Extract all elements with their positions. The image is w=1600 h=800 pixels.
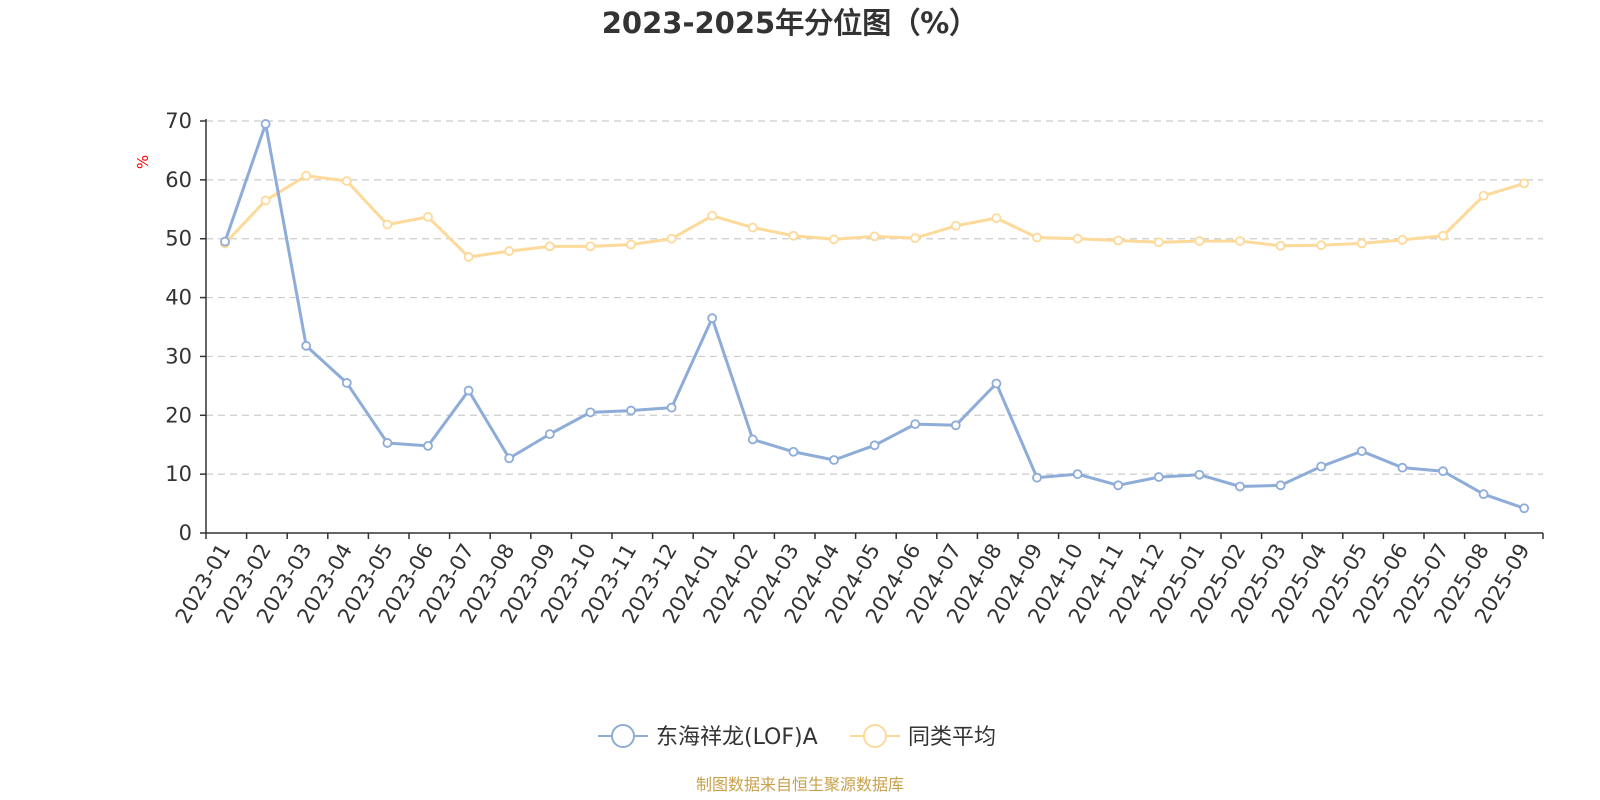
data-point-0-2024-10 xyxy=(1072,469,1083,480)
data-point-0-2023-09 xyxy=(544,429,555,440)
data-point-0-2024-08 xyxy=(991,378,1002,389)
data-point-1-2024-02 xyxy=(747,222,758,233)
data-point-1-2023-10 xyxy=(585,241,596,252)
data-point-0-2025-02 xyxy=(1235,481,1245,492)
y-tick-label-30: 30 xyxy=(165,344,192,368)
data-point-0-2024-04 xyxy=(829,455,839,465)
data-point-0-2024-09 xyxy=(1032,472,1042,483)
data-point-0-2025-07 xyxy=(1438,466,1448,477)
series-line-0 xyxy=(223,122,1525,510)
data-point-1-2023-08 xyxy=(504,246,515,256)
data-point-0-2025-08 xyxy=(1478,489,1489,500)
data-point-0-2023-07 xyxy=(463,385,474,396)
data-point-1-2023-07 xyxy=(463,252,474,262)
source-note: 制图数据来自恒生聚源数据库 xyxy=(696,775,904,794)
y-tick-label-20: 20 xyxy=(165,403,192,427)
data-point-1-2023-09 xyxy=(544,241,555,252)
data-point-0-2023-10 xyxy=(585,407,596,418)
data-point-0-2024-07 xyxy=(950,420,961,431)
data-point-0-2023-11 xyxy=(626,405,636,416)
data-point-1-2024-05 xyxy=(869,231,880,242)
y-tick-label-50: 50 xyxy=(165,227,192,251)
gridlines xyxy=(206,120,1543,475)
data-point-1-2024-11 xyxy=(1113,235,1124,246)
series-line-1 xyxy=(223,174,1525,259)
data-point-0-2024-06 xyxy=(910,419,921,430)
data-point-1-2024-03 xyxy=(788,230,799,241)
data-point-1-2023-12 xyxy=(666,233,677,244)
data-point-0-2024-11 xyxy=(1113,480,1124,491)
legend-item-1[interactable]: 同类平均 xyxy=(850,724,996,750)
series-lines xyxy=(220,119,1530,514)
data-point-0-2025-05 xyxy=(1356,446,1367,457)
data-point-0-2024-02 xyxy=(747,434,758,445)
data-point-0-2024-01 xyxy=(707,313,718,324)
data-point-1-2023-05 xyxy=(382,219,393,230)
axes xyxy=(205,119,1543,534)
y-tick-label-40: 40 xyxy=(165,286,192,310)
data-point-0-2024-12 xyxy=(1153,472,1164,482)
legend-circle-icon xyxy=(611,724,635,748)
data-point-1-2023-04 xyxy=(341,176,352,186)
y-tick-label-10: 10 xyxy=(165,462,192,486)
data-point-0-2024-03 xyxy=(788,446,799,457)
data-point-1-2024-08 xyxy=(991,213,1002,224)
y-tick-label-60: 60 xyxy=(165,168,192,192)
data-point-1-2025-05 xyxy=(1356,238,1367,249)
data-point-0-2023-01 xyxy=(220,236,230,247)
data-point-1-2024-07 xyxy=(950,220,961,231)
y-tick-label-70: 70 xyxy=(165,109,192,133)
data-point-0-2023-12 xyxy=(666,402,677,413)
data-point-1-2024-10 xyxy=(1072,233,1083,244)
legend-label-1: 同类平均 xyxy=(908,725,996,750)
y-tick-label-0: 0 xyxy=(179,521,192,545)
x-axis-ticks: 2023-012023-022023-032023-042023-052023-… xyxy=(171,533,1544,627)
data-point-0-2023-05 xyxy=(382,438,393,448)
data-point-1-2025-02 xyxy=(1235,236,1245,246)
legend-label-0: 东海祥龙(LOF)A xyxy=(656,725,818,750)
data-point-1-2024-04 xyxy=(829,234,839,245)
data-point-0-2023-06 xyxy=(423,440,433,451)
series-1 xyxy=(220,170,1530,262)
data-point-1-2023-02 xyxy=(260,195,271,206)
data-point-1-2024-12 xyxy=(1153,237,1164,248)
data-point-1-2024-06 xyxy=(910,233,921,244)
data-point-1-2023-03 xyxy=(301,170,312,181)
data-point-0-2024-05 xyxy=(869,440,880,451)
data-point-1-2025-04 xyxy=(1316,240,1327,251)
legend-circle-icon xyxy=(863,724,887,748)
data-point-1-2025-09 xyxy=(1519,178,1530,189)
data-point-0-2023-04 xyxy=(341,378,352,388)
data-point-0-2023-03 xyxy=(301,340,312,351)
data-point-1-2025-08 xyxy=(1478,190,1489,201)
data-point-1-2024-09 xyxy=(1032,232,1042,243)
data-point-1-2025-03 xyxy=(1275,240,1286,251)
series-0 xyxy=(220,119,1530,514)
chart-title: 2023-2025年分位图（%） xyxy=(602,6,979,40)
data-point-0-2025-03 xyxy=(1275,480,1286,491)
data-point-1-2025-01 xyxy=(1194,236,1205,246)
data-point-0-2025-01 xyxy=(1194,469,1205,480)
y-axis-ticks: 0 10 20 30 40 50 60 70 xyxy=(165,109,206,545)
data-point-0-2023-08 xyxy=(504,453,515,464)
data-point-0-2025-06 xyxy=(1397,462,1408,473)
data-point-1-2025-07 xyxy=(1438,230,1448,241)
data-point-0-2023-02 xyxy=(260,119,271,129)
data-point-1-2024-01 xyxy=(707,210,718,221)
data-point-1-2025-06 xyxy=(1397,234,1408,245)
legend-item-0[interactable]: 东海祥龙(LOF)A xyxy=(598,724,818,750)
y-axis-unit-label: % xyxy=(134,155,152,169)
data-point-0-2025-04 xyxy=(1316,461,1327,472)
legend: 东海祥龙(LOF)A 同类平均 xyxy=(598,724,996,750)
data-point-0-2025-09 xyxy=(1519,503,1530,514)
data-point-1-2023-11 xyxy=(626,239,636,250)
data-point-1-2023-06 xyxy=(423,212,433,222)
